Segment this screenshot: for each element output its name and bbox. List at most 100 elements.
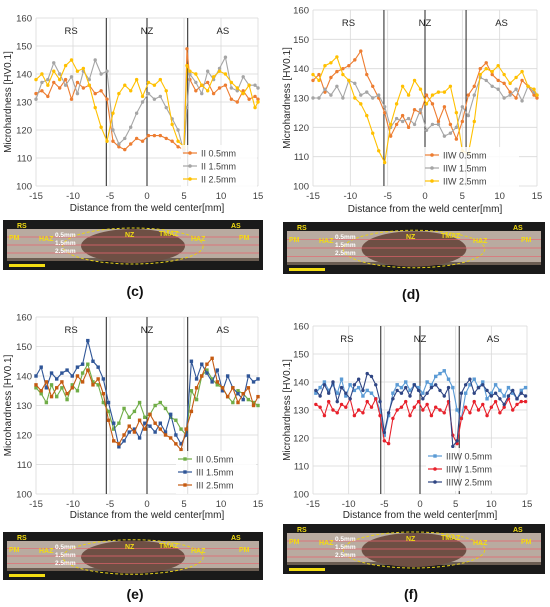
x-tick-label: -10 [343,191,357,202]
x-tick-label: -10 [66,191,80,202]
micro-label-depth: 0.5mm [335,536,356,543]
data-point [44,400,49,405]
data-point [129,125,133,129]
data-point [146,91,151,96]
data-point [200,362,204,366]
data-point [519,399,523,404]
data-point [365,113,369,118]
data-point [87,83,91,87]
data-point [143,427,147,431]
data-point [81,66,86,71]
panel-label: (f) [404,586,418,602]
data-point [523,394,528,398]
data-point [256,86,260,90]
data-point [515,397,519,401]
data-point [425,380,429,384]
micro-label-depth: 2.5mm [55,248,76,255]
x-tick-label: -15 [29,499,43,510]
data-point [352,383,357,387]
data-point [436,90,441,94]
data-point [508,90,512,94]
micro-label-nz: NZ [125,544,135,551]
data-point [374,383,378,387]
data-point [478,66,482,71]
micro-label-tmaz: TMAZ [441,535,461,542]
data-point [106,409,111,414]
micro-label-nz: NZ [406,234,416,241]
micro-label-depth: 1.5mm [55,240,76,247]
data-point [408,394,412,398]
data-point [112,427,116,431]
nugget-zone [81,540,185,574]
data-point [189,359,194,363]
data-point [472,84,476,88]
data-point [96,383,100,387]
data-point [352,388,357,393]
data-point [210,380,214,384]
data-point [129,142,133,146]
data-point [520,69,524,74]
series-line [35,59,259,149]
x-tick-label: 15 [253,191,264,202]
micro-label-tmaz: TMAZ [159,231,179,238]
data-point [493,383,498,387]
data-point [140,139,145,143]
data-point [132,409,137,414]
data-point [322,413,327,418]
data-point [335,55,339,59]
micro-label-depth: 1.5mm [55,552,76,559]
data-point [122,439,126,443]
data-point [472,119,476,124]
data-point [194,397,199,402]
data-point [194,377,199,381]
data-point [388,134,393,138]
legend-swatch-marker [183,470,187,474]
x-axis-title: Distance from the weld center[mm] [343,510,498,521]
data-point [106,418,111,422]
panel-label: (c) [126,283,143,299]
x-axis-title: Distance from the weld center[mm] [70,203,225,214]
data-point [163,406,168,411]
y-tick-label: 100 [16,182,32,193]
data-point [481,380,485,384]
data-point [353,81,357,86]
y-tick-label: 150 [293,350,309,361]
data-point [502,96,506,100]
data-point [418,108,423,112]
data-point [49,394,54,399]
data-point [152,83,157,87]
data-point [404,380,408,384]
data-point [365,72,369,77]
zone-label-rs: RS [65,325,78,336]
data-point [200,83,204,87]
data-point [93,105,97,110]
y-tick-label: 120 [16,126,32,137]
micro-label-rs: RS [17,223,27,230]
y-tick-label: 150 [293,35,309,46]
micro-label-as: AS [231,535,241,542]
data-point [101,400,106,405]
data-point [356,385,361,390]
legend-swatch-marker [433,454,437,458]
legend-label: II 2.5mm [201,175,236,185]
y-tick-label: 110 [294,462,309,473]
zone-label-as: AS [217,325,230,336]
data-point [223,83,228,87]
data-point [236,392,240,396]
data-point [93,91,97,96]
data-point [341,96,345,100]
data-point [231,386,235,390]
nugget-zone [81,229,185,263]
data-point [220,386,225,390]
data-point [112,439,116,443]
data-point [75,374,80,378]
data-point [490,69,494,74]
data-point [377,93,381,97]
data-point [463,391,468,395]
data-point [506,385,511,390]
y-tick-label: 140 [293,64,309,75]
data-point [184,433,188,437]
data-point [241,397,245,402]
data-point [371,96,375,100]
data-point [251,400,256,405]
